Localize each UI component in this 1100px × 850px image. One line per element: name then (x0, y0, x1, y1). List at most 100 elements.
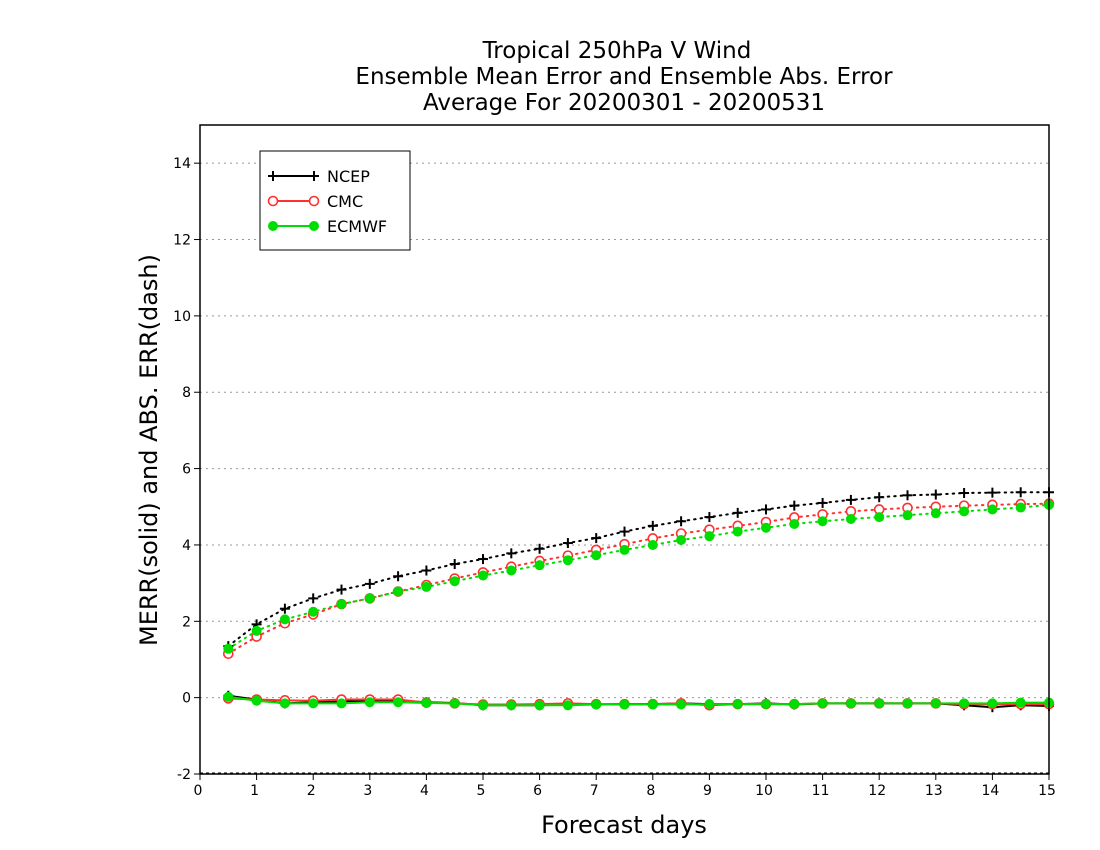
x-tick-label: 9 (703, 783, 712, 799)
series-ecmwf-abs-err-point (704, 531, 715, 542)
series-ecmwf-abs-err-point (449, 576, 460, 587)
y-tick-label: 8 (182, 385, 191, 401)
series-ecmwf-abs-err-point (421, 581, 432, 592)
legend-ncep-marker-left (268, 171, 278, 181)
x-tick-label: 1 (250, 783, 259, 799)
series-ecmwf-abs-err-point (393, 586, 404, 597)
series-ecmwf-mean-err-point (874, 698, 885, 709)
series-ncep-abs-err-point (308, 593, 319, 604)
series-ncep-abs-err-point (704, 512, 715, 523)
series-ecmwf-mean-err-point (817, 698, 828, 709)
legend-ecmwf-label: ECMWF (327, 217, 387, 236)
series-ncep-abs-err-point (761, 504, 771, 515)
series-ncep-abs-err-point (478, 554, 488, 565)
series-ecmwf-abs-err-point (251, 625, 262, 636)
legend-cmc-marker-right (308, 195, 320, 207)
series-ecmwf-abs-err-point (789, 518, 800, 529)
series-ecmwf-abs-err-point (987, 504, 998, 515)
series-ecmwf-abs-err-line (227, 503, 1050, 650)
series-layer (223, 487, 1055, 713)
series-ecmwf-mean-err-point (647, 699, 658, 710)
series-ncep-abs-err-point (591, 533, 602, 544)
series-ecmwf-mean-err-point (336, 698, 347, 709)
series-ecmwf-abs-err-point (336, 599, 347, 610)
series-ecmwf-mean-err-point (987, 698, 998, 709)
series-ecmwf-mean-err-point (930, 698, 941, 709)
series-ecmwf-mean-err-point (223, 691, 234, 702)
series-ecmwf-mean-err-point (704, 699, 715, 710)
series-ncep-abs-err-point (789, 500, 800, 511)
series-ecmwf-abs-err-point (478, 570, 488, 581)
series-ecmwf-abs-err-point (279, 614, 290, 625)
series-ecmwf-mean-err-point (506, 700, 517, 711)
y-axis-label: MERR(solid) and ABS. ERR(dash) (135, 254, 163, 646)
series-ncep-abs-err-point (647, 520, 658, 531)
series-ecmwf-abs-err-point (223, 643, 234, 654)
series-ecmwf-mean-err-point (959, 698, 970, 709)
series-ncep-abs-err-point (449, 559, 460, 570)
series-ncep-abs-err-point (676, 516, 687, 527)
x-tick-label: 10 (755, 783, 773, 799)
title-line-3: Average For 20200301 - 20200531 (423, 90, 825, 116)
x-tick-label: 6 (533, 783, 542, 799)
series-ecmwf-abs-err-point (959, 506, 970, 517)
series-ncep-abs-err-point (874, 492, 885, 503)
legend-ncep-marker-right (309, 171, 319, 181)
series-ecmwf-abs-err-point (930, 508, 941, 519)
series-ecmwf-mean-err-point (308, 698, 319, 709)
plot-frame (199, 124, 1050, 775)
title-line-2: Ensemble Mean Error and Ensemble Abs. Er… (355, 64, 893, 90)
series-ecmwf-mean-err-point (761, 699, 771, 710)
series-ecmwf-abs-err-point (647, 539, 658, 550)
x-tick-label: 7 (590, 783, 599, 799)
series-ncep-abs-err-point (987, 487, 998, 498)
x-tick-label: 13 (925, 783, 943, 799)
x-tick-label: 12 (868, 783, 886, 799)
grid (200, 162, 1049, 774)
series-ncep-abs-err-point (732, 507, 743, 518)
series-ecmwf-abs-err-point (676, 534, 687, 545)
title-line-1: Tropical 250hPa V Wind (482, 38, 752, 64)
series-ecmwf-mean-err-point (1015, 697, 1026, 708)
series-ncep-abs-err-point (421, 565, 432, 576)
legend-ecmwf-marker-left (268, 221, 278, 231)
x-tick-label: 3 (363, 783, 372, 799)
series-cmc-abs-err-line (227, 502, 1050, 655)
y-tick-label: 0 (182, 691, 191, 707)
series-ecmwf-mean-err-point (732, 699, 743, 710)
x-axis-label: Forecast days (541, 811, 707, 839)
x-tick-label: 14 (981, 783, 999, 799)
series-ecmwf-abs-err-point (534, 560, 545, 571)
x-tick-label: 0 (194, 783, 203, 799)
series-ncep-abs-err-point (930, 489, 941, 500)
series-ecmwf-mean-err-point (902, 698, 913, 709)
series-ncep-abs-err-line (227, 491, 1050, 648)
series-ncep-abs-err-point (336, 584, 347, 595)
y-tick-label: 2 (182, 614, 191, 630)
legend-ncep-label: NCEP (327, 167, 370, 186)
series-ncep-abs-err-point (562, 538, 573, 549)
legend-cmc-label: CMC (327, 192, 363, 211)
series-ecmwf-mean-err-point (676, 699, 687, 710)
series-ncep-abs-err-point (393, 571, 404, 582)
series-ncep-abs-err-point (279, 603, 290, 614)
series-ecmwf-abs-err-point (364, 593, 375, 604)
series-ecmwf-mean-err-point (478, 700, 488, 711)
series-ncep-abs-err-point (959, 488, 970, 499)
x-tick-label: 5 (477, 783, 486, 799)
series-ecmwf-abs-err-point (817, 516, 828, 527)
series-ncep-abs-err-point (534, 543, 545, 554)
chart-title: Tropical 250hPa V Wind Ensemble Mean Err… (355, 38, 893, 116)
series-ecmwf-abs-err-point (874, 512, 885, 523)
series-ecmwf-mean-err-point (534, 700, 545, 711)
x-tick-label: 11 (812, 783, 830, 799)
series-ecmwf-abs-err-point (591, 550, 602, 561)
series-ecmwf-mean-err-point (279, 698, 290, 709)
series-ecmwf-mean-err-point (449, 698, 460, 709)
series-ecmwf-abs-err-point (562, 555, 573, 566)
x-tick-label: 8 (646, 783, 655, 799)
y-tick-label: 14 (173, 156, 191, 172)
series-ecmwf-mean-err-point (845, 698, 856, 709)
